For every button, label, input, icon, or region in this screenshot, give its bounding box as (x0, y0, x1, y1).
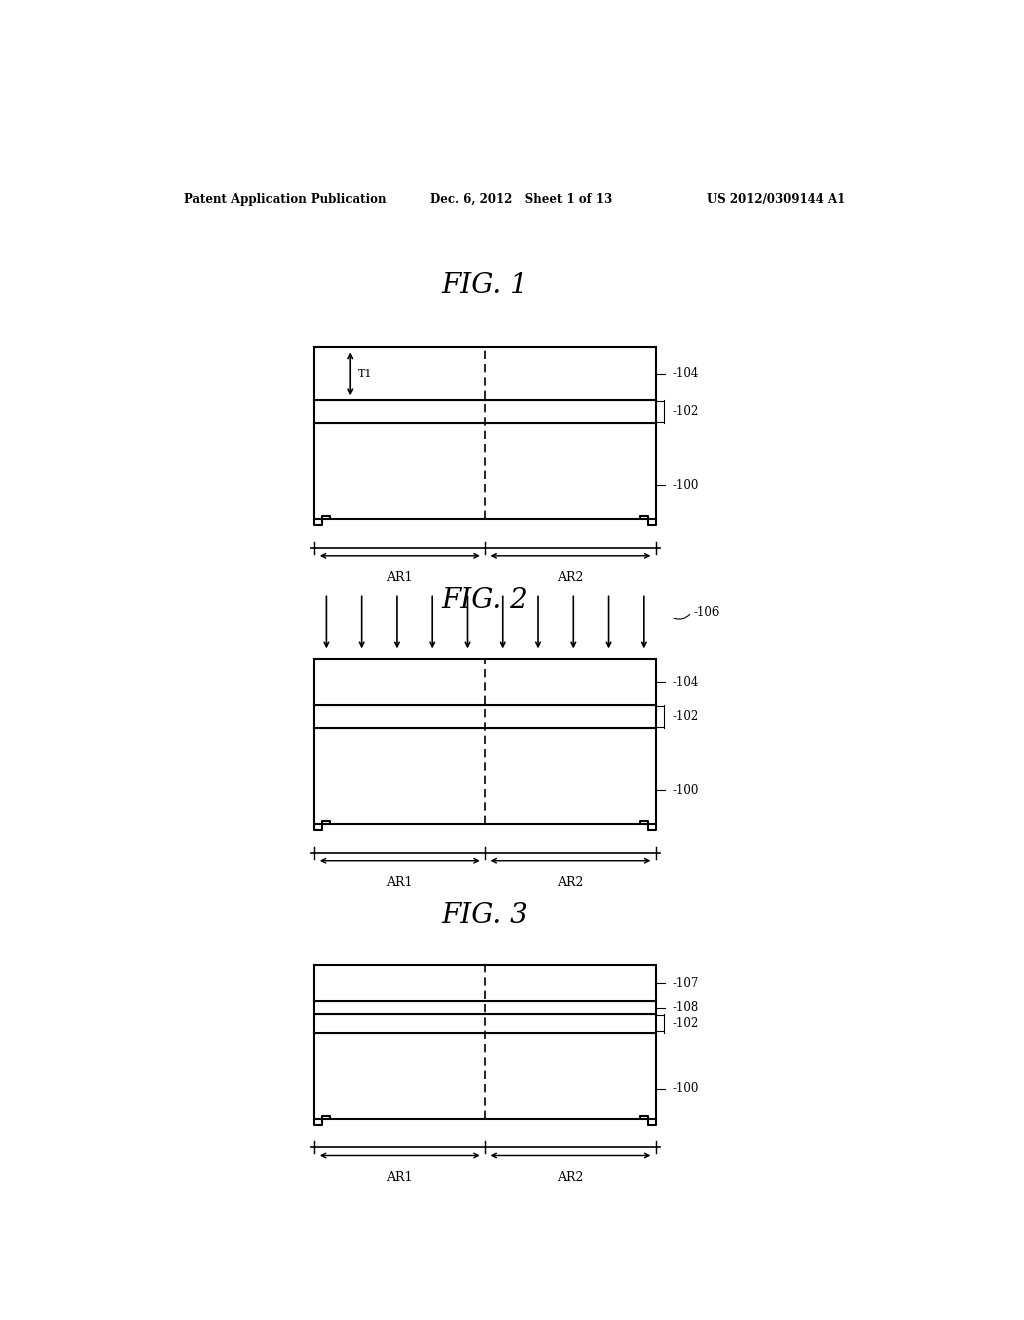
Text: -107: -107 (673, 977, 698, 990)
Bar (314, 347, 655, 400)
Text: AR2: AR2 (557, 572, 584, 583)
Bar (314, 1001, 655, 1014)
Text: -100: -100 (673, 479, 698, 492)
Text: FIG. 1: FIG. 1 (441, 272, 528, 298)
Bar (314, 727, 655, 824)
Bar (314, 1032, 655, 1119)
Text: AR1: AR1 (386, 1171, 413, 1184)
Text: -100: -100 (673, 784, 698, 797)
Text: -102: -102 (673, 710, 698, 723)
Text: Patent Application Publication: Patent Application Publication (183, 193, 386, 206)
Bar (314, 1014, 655, 1032)
Text: AR2: AR2 (557, 876, 584, 888)
Bar (314, 660, 655, 705)
Text: AR1: AR1 (386, 572, 413, 583)
Text: T1: T1 (358, 368, 373, 379)
Text: FIG. 3: FIG. 3 (441, 902, 528, 929)
Bar (314, 422, 655, 519)
Text: -104: -104 (673, 676, 698, 689)
Text: FIG. 2: FIG. 2 (441, 587, 528, 614)
Text: AR2: AR2 (557, 1171, 584, 1184)
Text: -102: -102 (673, 1016, 698, 1030)
Bar (314, 400, 655, 422)
Text: Dec. 6, 2012   Sheet 1 of 13: Dec. 6, 2012 Sheet 1 of 13 (430, 193, 611, 206)
Text: -106: -106 (694, 606, 720, 619)
Text: -100: -100 (673, 1082, 698, 1096)
Text: -102: -102 (673, 405, 698, 418)
Bar (314, 965, 655, 1001)
Bar (314, 705, 655, 727)
Text: -108: -108 (673, 1001, 698, 1014)
Text: -104: -104 (673, 367, 698, 380)
Text: AR1: AR1 (386, 876, 413, 888)
Text: US 2012/0309144 A1: US 2012/0309144 A1 (708, 193, 846, 206)
